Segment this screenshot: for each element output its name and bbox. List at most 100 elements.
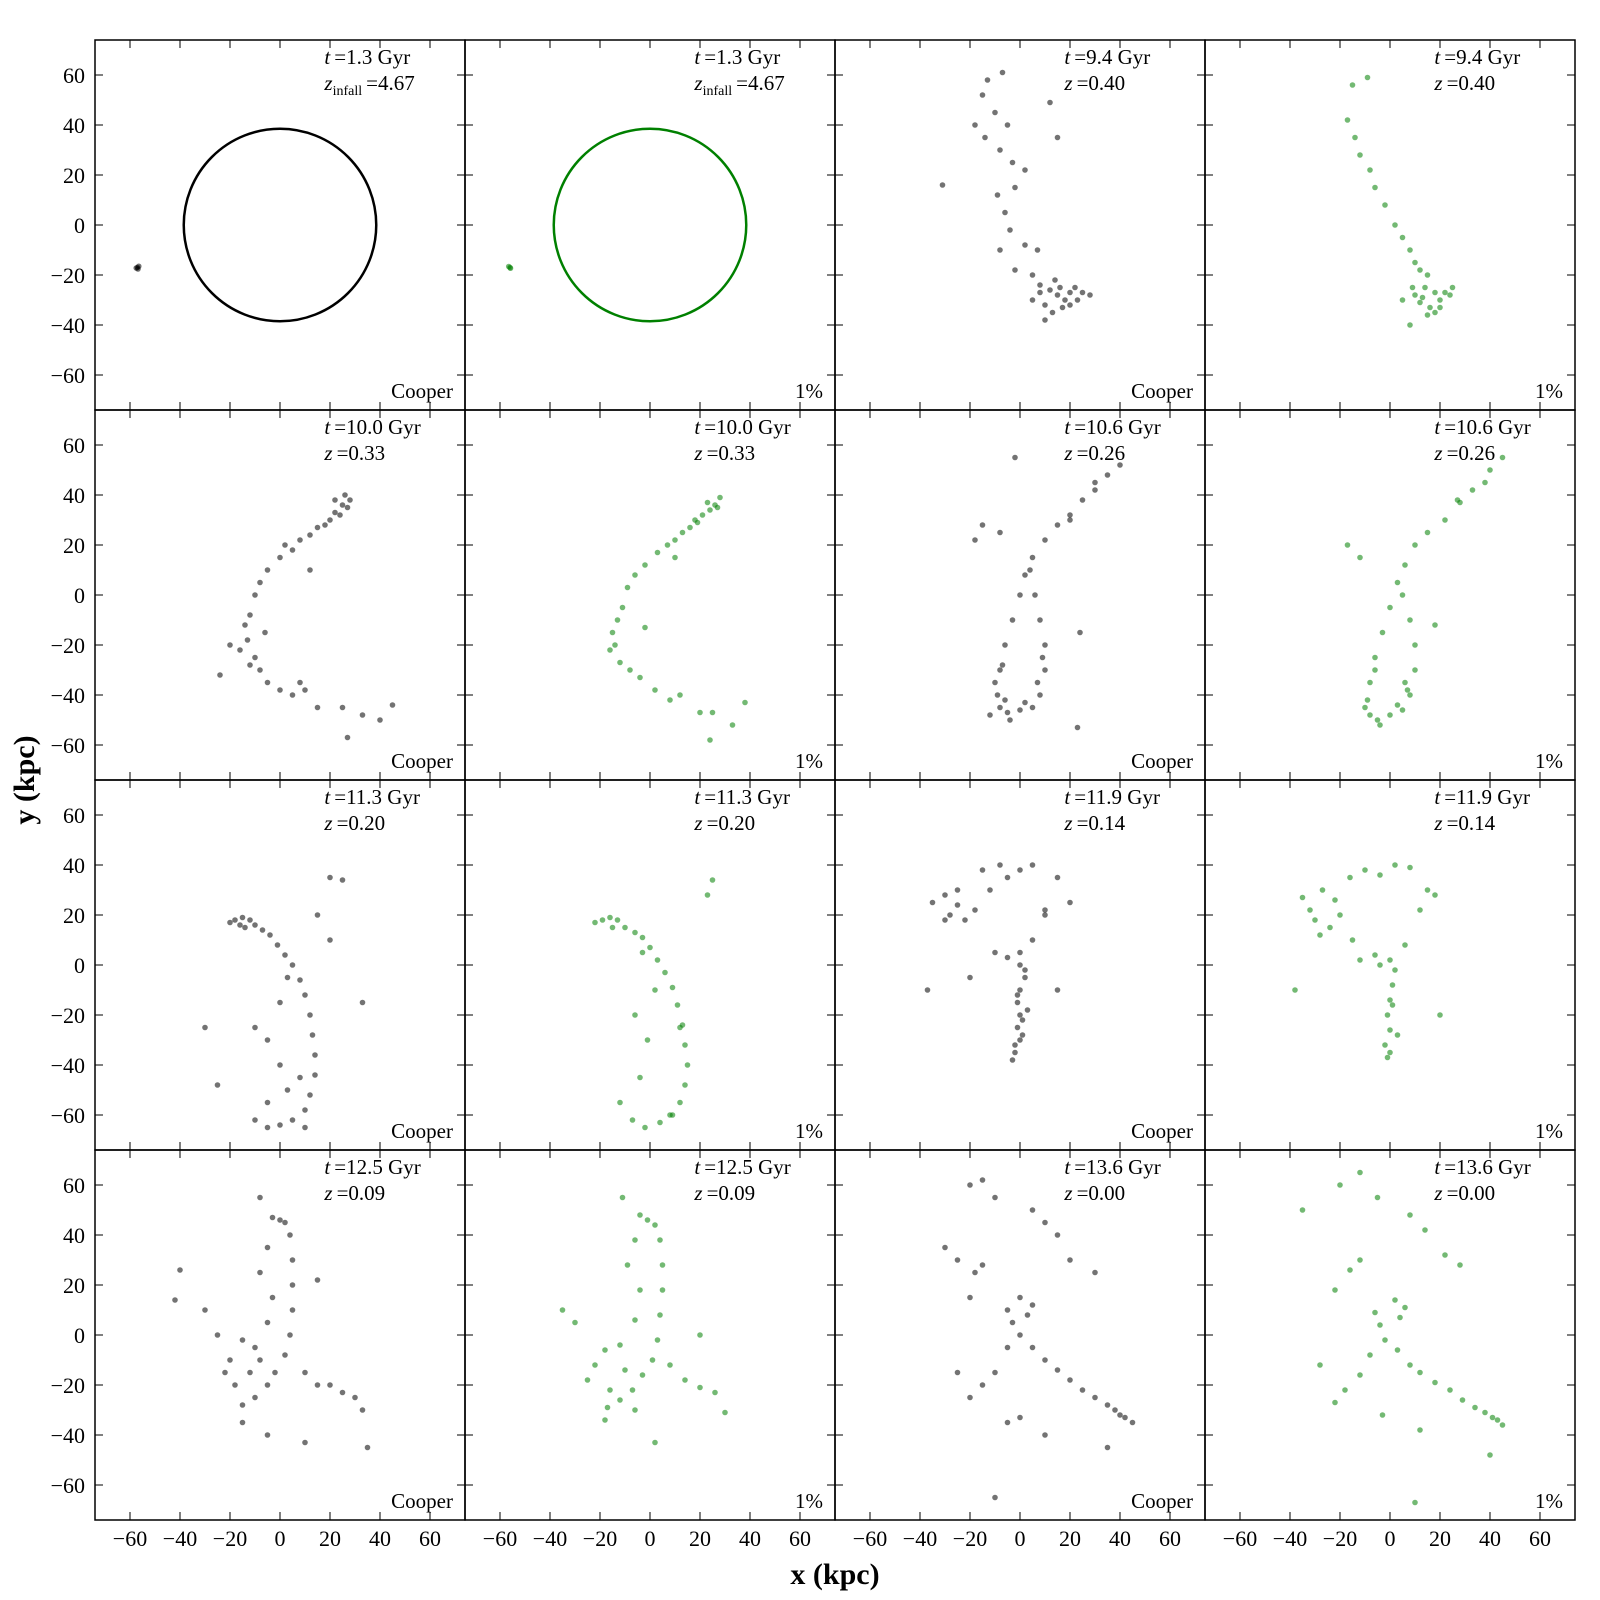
redshift-subscript: infall	[333, 84, 363, 99]
point	[704, 892, 711, 898]
model-label: 1%	[795, 379, 823, 403]
point	[1407, 1212, 1413, 1218]
point	[237, 647, 243, 653]
point	[1412, 1499, 1418, 1506]
x-tick-label: −60	[853, 1526, 887, 1551]
point	[617, 659, 623, 666]
redshift-value: =0.40	[1077, 71, 1126, 95]
point	[302, 1439, 308, 1446]
point	[1417, 1369, 1423, 1376]
redshift-symbol: z	[1433, 811, 1442, 835]
point	[1012, 184, 1018, 191]
point	[1377, 1322, 1383, 1328]
point	[302, 1107, 308, 1113]
time-symbol: t	[324, 45, 331, 69]
point	[289, 1117, 296, 1123]
point	[979, 1262, 986, 1268]
redshift-value: =4.67	[736, 71, 785, 95]
point	[647, 944, 653, 951]
y-tick-label: −40	[51, 1423, 85, 1448]
point	[327, 874, 333, 881]
point	[697, 709, 703, 716]
panel	[202, 874, 366, 1131]
time-label: t =11.9 Gyr	[1064, 785, 1160, 809]
time-value: =11.3 Gyr	[704, 785, 790, 809]
point	[1057, 284, 1063, 291]
point	[264, 1124, 271, 1131]
point	[1079, 289, 1086, 296]
x-tick-label: 0	[1385, 1526, 1396, 1551]
point	[242, 924, 248, 931]
point	[177, 1267, 183, 1273]
point	[1447, 1387, 1453, 1393]
point	[232, 917, 238, 923]
time-label: t =11.3 Gyr	[694, 785, 790, 809]
point	[742, 699, 748, 706]
point	[1422, 284, 1428, 291]
redshift-symbol: z	[1433, 71, 1442, 95]
x-tick-label: −20	[953, 1526, 987, 1551]
point	[1032, 592, 1038, 598]
point	[609, 924, 616, 931]
point	[1067, 1257, 1073, 1263]
point	[1362, 704, 1368, 711]
redshift-label: z =0.26	[1063, 441, 1125, 465]
point	[227, 642, 233, 648]
point	[687, 524, 693, 531]
point	[652, 687, 658, 693]
panel	[924, 862, 1073, 1063]
panel-frame	[464, 39, 836, 411]
point	[339, 877, 346, 883]
x-tick-label: 20	[319, 1526, 341, 1551]
point	[1042, 1357, 1048, 1363]
point	[1347, 1267, 1353, 1273]
redshift-label: z =0.00	[1063, 1181, 1125, 1205]
point	[637, 1287, 643, 1293]
point	[339, 704, 346, 711]
redshift-label: z =0.26	[1433, 441, 1495, 465]
point	[1437, 297, 1443, 303]
y-tick-label: 20	[63, 533, 85, 558]
y-tick-label: −20	[51, 633, 85, 658]
point	[1419, 294, 1426, 301]
point	[979, 92, 986, 98]
point	[239, 1402, 246, 1408]
point	[1417, 907, 1423, 913]
point	[602, 1347, 608, 1353]
point	[1002, 209, 1008, 216]
point	[1424, 887, 1431, 893]
point	[629, 1117, 636, 1123]
point	[1349, 937, 1356, 943]
time-value: =12.5 Gyr	[334, 1155, 421, 1179]
point	[659, 1287, 666, 1293]
point	[652, 1222, 658, 1228]
time-label: t =11.9 Gyr	[1434, 785, 1530, 809]
point	[289, 547, 296, 553]
point	[1029, 554, 1036, 561]
x-tick-label: 60	[1159, 1526, 1181, 1551]
point	[994, 692, 1001, 698]
point	[629, 1387, 636, 1393]
point	[1387, 1049, 1393, 1056]
point	[672, 554, 678, 561]
model-label: Cooper	[1131, 1119, 1193, 1143]
point	[284, 974, 291, 981]
point	[507, 265, 514, 272]
point	[1037, 282, 1043, 288]
point	[172, 1297, 178, 1303]
point	[639, 934, 646, 941]
point	[1379, 629, 1386, 636]
point	[942, 1244, 948, 1251]
point	[672, 537, 678, 543]
point	[1112, 1407, 1118, 1413]
point	[1007, 717, 1013, 723]
point	[1009, 159, 1016, 166]
point	[1364, 74, 1371, 81]
point	[1372, 654, 1378, 661]
redshift-value: =0.14	[1447, 811, 1496, 835]
point	[297, 1074, 303, 1081]
point	[1004, 122, 1011, 128]
model-label: Cooper	[391, 1489, 453, 1513]
point	[1317, 932, 1323, 938]
redshift-value: =0.26	[1077, 441, 1126, 465]
